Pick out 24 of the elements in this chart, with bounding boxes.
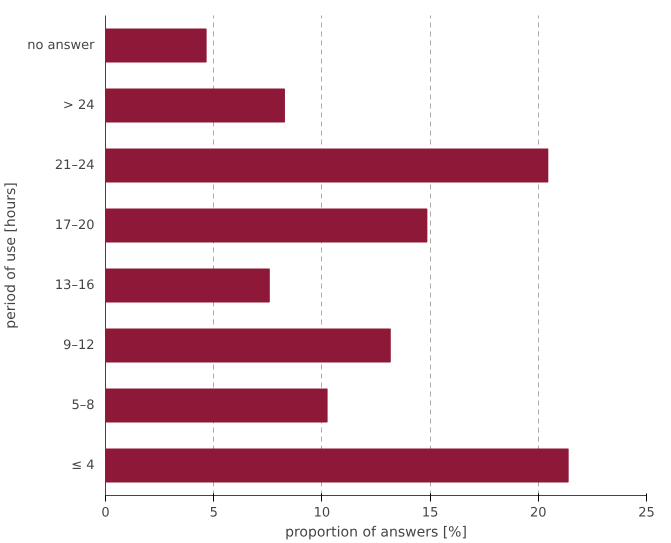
y-tick-label: 5–8 xyxy=(71,398,95,413)
y-tick-label: 21–24 xyxy=(54,158,95,173)
y-tick-label: 17–20 xyxy=(54,218,95,233)
y-tick-label: 13–16 xyxy=(54,278,95,293)
bar xyxy=(106,268,270,302)
bar xyxy=(106,148,548,182)
y-tick-label: > 24 xyxy=(62,98,95,113)
y-tick-label: 9–12 xyxy=(63,338,95,353)
x-tick-label: 0 xyxy=(101,506,110,520)
bar xyxy=(106,388,328,422)
bar xyxy=(106,28,207,62)
bar xyxy=(106,88,285,122)
bar xyxy=(106,448,569,482)
bar xyxy=(106,328,391,362)
x-tick-label: 20 xyxy=(530,506,547,520)
x-tick-label: 15 xyxy=(422,506,438,520)
x-axis-title: proportion of answers [%] xyxy=(285,524,467,540)
x-tick-label: 10 xyxy=(314,506,330,520)
y-tick-label: ≤ 4 xyxy=(71,458,94,473)
bar xyxy=(106,208,428,242)
x-tick-label: 25 xyxy=(638,506,655,520)
y-axis-title: period of use [hours] xyxy=(3,182,20,329)
x-tick-label: 5 xyxy=(210,506,218,520)
y-tick-label: no answer xyxy=(27,38,96,53)
